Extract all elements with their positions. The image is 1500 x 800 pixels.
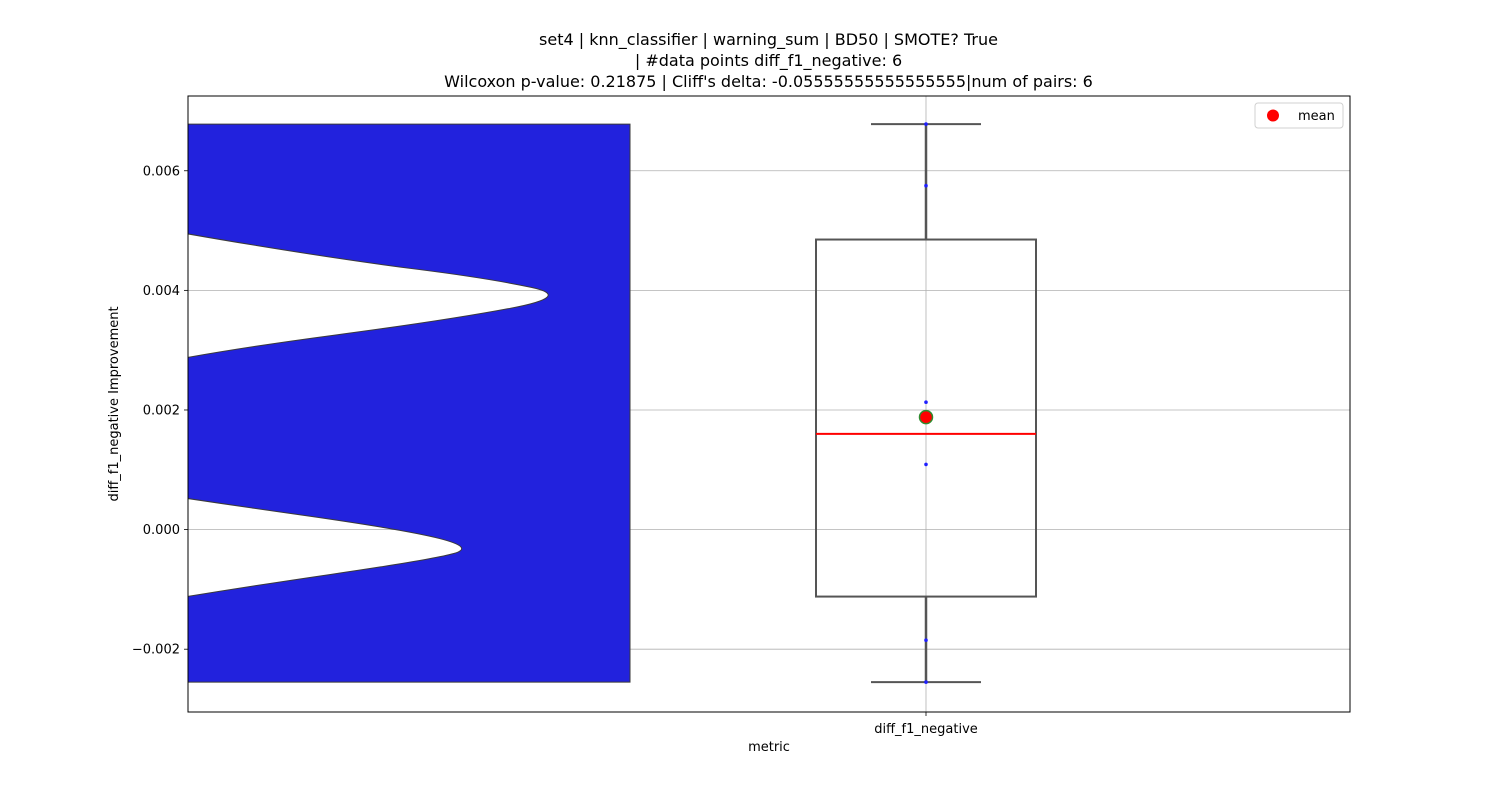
data-point — [924, 462, 928, 467]
data-point — [924, 183, 928, 188]
y-tick-label: 0.006 — [143, 164, 180, 179]
axes-layer: −0.002 0.000 0.002 0.004 0.006 diff_f1_negati… — [107, 95, 1351, 755]
y-tick-label: −0.002 — [132, 643, 180, 658]
y-tick-label: 0.002 — [143, 403, 180, 418]
data-points-layer — [918, 122, 934, 684]
violin-layer — [188, 123, 631, 683]
title-line-3: Wilcoxon p-value: 0.21875 | Cliff's delt… — [444, 72, 1093, 91]
x-tick-label: diff_f1_negative — [874, 722, 978, 737]
data-point — [924, 638, 928, 643]
y-tick-label: 0.000 — [143, 523, 180, 538]
violin-body — [188, 123, 631, 683]
data-point — [924, 400, 928, 405]
data-point — [924, 122, 928, 126]
title-line-1: set4 | knn_classifier | warning_sum | BD… — [539, 30, 998, 49]
title-line-2: | #data points diff_f1_negative: 6 — [634, 51, 903, 70]
x-axis-label: metric — [748, 740, 790, 755]
y-tick-label: 0.004 — [143, 284, 180, 299]
mean-marker — [918, 409, 934, 425]
legend-label: mean — [1298, 109, 1335, 124]
y-axis-label: diff_f1_negative Improvement — [107, 306, 122, 501]
axes-frame — [187, 95, 1351, 713]
data-point — [924, 680, 928, 684]
legend: mean — [1254, 102, 1344, 129]
legend-box — [1254, 102, 1344, 129]
legend-marker — [1267, 109, 1279, 122]
